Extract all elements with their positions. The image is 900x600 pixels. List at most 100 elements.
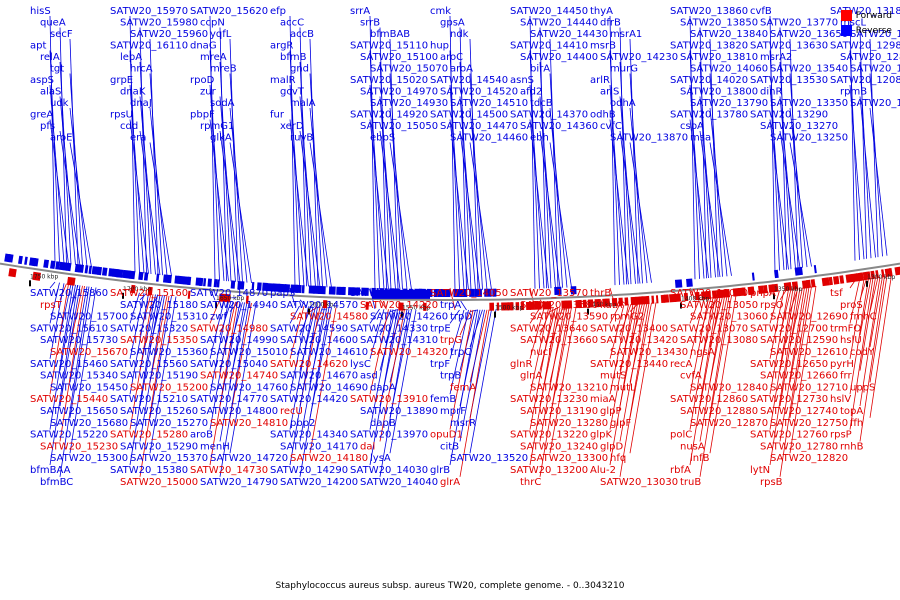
gene-leader [549,73,563,288]
gene-leader [289,305,300,324]
gene-label: dinR [760,87,782,98]
gene-label: apt [30,41,46,52]
gene-block [774,269,779,279]
gene-leader [629,38,639,284]
gene-leader [209,119,229,282]
gene-block [758,285,765,294]
gene-label: SATW20_14600 [280,335,358,346]
gene-leader [49,283,69,395]
gene-leader [379,309,405,442]
gene-label: SATW20_13860 [670,6,748,17]
gene-label: odhA [610,98,636,109]
gene-leader [289,119,309,287]
gene-leader [229,302,252,418]
gene-label: SATW20_13790 [690,98,768,109]
gene-label: tdcB [530,98,553,109]
gene-leader [859,277,876,371]
gene-label: SATW20_13220 [510,430,588,441]
gene-label: hfq [610,453,626,464]
gene-label: rpsB [760,477,783,488]
gene-label: SATW20_14690 [290,382,368,393]
gene-label: SATW20_13580 [520,300,598,311]
gene-block [50,260,56,270]
gene-leader [389,142,412,290]
gene-label: SATW20_15440 [30,394,108,405]
gene-label: SATW20_13640 [510,323,588,334]
gene-leader [379,309,396,371]
gene-leader [69,107,88,267]
gene-leader [689,297,714,430]
gene-leader [849,84,865,260]
gene-label: SATW20_15970 [110,6,188,17]
gene-leader [869,274,892,418]
gene-label: SATW20_15260 [120,406,198,417]
gene-leader [549,38,559,288]
gene-label: miaA [590,394,616,405]
gene-label: SATW20_13650 [770,29,848,40]
gene-label: srrA [350,6,370,17]
gene-leader [69,286,92,418]
gene-label: SATW20_13430 [610,347,688,358]
gene-leader [459,309,476,371]
gene-label: SATW20_14570 [280,300,358,311]
gene-label: SATW20_14730 [190,465,268,476]
gene-leader [379,299,387,310]
gene-leader [549,142,572,288]
gene-block [218,293,225,302]
gene-block [55,261,60,270]
gene-label: malR [270,75,296,86]
gene-label: SATW20_14670 [280,371,358,382]
gene-block [786,282,792,291]
gene-leader [229,142,252,284]
gene-block [66,276,76,286]
gene-label: SATW20_13180 [830,6,900,17]
gene-label: SATW20_15320 [110,323,188,334]
gene-label: SATW20_13190 [520,406,598,417]
gene-leader [139,295,170,477]
gene-block [492,288,497,297]
gene-leader [299,299,307,307]
gene-label: femB [430,394,456,405]
gene-label: SATW20_13520 [450,453,528,464]
gene-leader [49,282,60,324]
gene-leader [769,290,780,324]
gene-label: SATW20_14590 [270,323,348,334]
gene-block [510,302,514,311]
gene-leader [619,302,650,477]
gene-leader [699,296,725,442]
gene-label: SATW20_15110 [350,41,428,52]
gene-block [97,266,103,276]
gene-leader [69,38,79,266]
gene-label: dnaK [120,87,146,98]
gene-label: malA [290,98,316,109]
gene-leader [779,288,796,371]
gene-label: SATW20_14610 [290,347,368,358]
gene-leader [229,73,243,283]
gene-label: SATW20_14400 [520,52,598,63]
gene-label: glnR [510,359,532,370]
gene-leader [699,297,712,336]
gene-leader [869,277,879,312]
gene-label: hisS [30,6,51,17]
gene-block [605,298,611,307]
gene-label: birA [530,64,550,75]
gene-label: rpmB [840,87,867,98]
gene-leader [699,130,721,278]
gene-label: rbfA [670,465,691,476]
gene-label: SATW20_14800 [200,406,278,417]
gene-block [122,269,131,279]
gene-block [213,279,218,288]
gene-block [663,294,670,303]
gene-leader [389,309,399,312]
gene-leader [49,283,65,359]
gene-leader [629,142,652,283]
gene-block [706,290,712,300]
gene-block [638,296,644,305]
gene-label: SATW20_15210 [110,394,188,405]
gene-block [8,268,17,278]
gene-leader [689,297,718,466]
gene-leader [59,286,90,477]
gene-leader [769,119,789,270]
gene-leader [609,119,629,285]
